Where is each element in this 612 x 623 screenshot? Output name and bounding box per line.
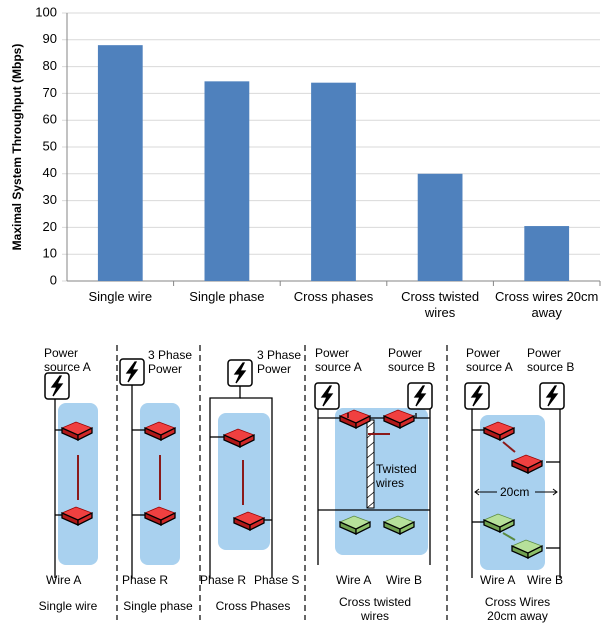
diagram-label: Power source A — [44, 346, 91, 374]
y-tick-label: 80 — [43, 58, 57, 73]
y-tick-label: 30 — [43, 192, 57, 207]
diagram-label: Phase R — [200, 573, 247, 587]
y-tick-label: 100 — [35, 4, 57, 19]
x-tick-label: Single wire — [88, 289, 153, 304]
diagram-label: Wire B — [386, 573, 422, 587]
y-axis-title: Maximal System Throughput (Mbps) — [10, 44, 24, 251]
x-tick-label: Cross twisted wires — [401, 289, 480, 320]
y-tick-label: 60 — [43, 112, 57, 127]
diagram-label: Power source B — [388, 346, 436, 374]
diagram-label: Wire A — [480, 573, 516, 587]
diagram-label: 20cm — [500, 485, 530, 499]
diagram-label: Twisted wires — [376, 462, 417, 490]
diagram — [44, 345, 565, 620]
bar — [417, 173, 463, 281]
x-tick-label: Single phase — [189, 289, 265, 304]
bar — [204, 81, 250, 281]
diagram-label: Wire B — [527, 573, 563, 587]
diagram-label: 3 Phase Power — [257, 348, 302, 376]
x-tick-label: Cross wires 20cm away — [495, 289, 599, 320]
y-tick-label: 0 — [50, 272, 57, 287]
diagram-caption: Cross Wires 20cm away — [484, 595, 551, 623]
y-tick-label: 40 — [43, 165, 57, 180]
y-tick-label: 90 — [43, 31, 57, 46]
diagram-label: Wire A — [46, 573, 82, 587]
diagram-caption: Cross twisted wires — [338, 595, 412, 623]
diagram-caption: Single phase — [123, 599, 193, 613]
diagram-label: Phase R — [122, 573, 169, 587]
y-tick-label: 70 — [43, 85, 57, 100]
bar — [524, 226, 570, 281]
diagram-label: Power source A — [315, 346, 362, 374]
y-tick-label: 20 — [43, 219, 57, 234]
diagram-label: Power source B — [527, 346, 575, 374]
bar — [311, 82, 356, 282]
y-tick-label: 10 — [43, 246, 57, 261]
x-tick-label: Cross phases — [293, 289, 374, 304]
diagram-caption: Single wire — [38, 599, 98, 613]
diagram-caption: Cross Phases — [215, 599, 291, 613]
diagram-label: Phase S — [254, 573, 300, 587]
diagram-label: Wire A — [336, 573, 372, 587]
diagram-label: 3 Phase Power — [148, 348, 193, 376]
diagram-label: Power source A — [466, 346, 513, 374]
y-tick-label: 50 — [43, 138, 57, 153]
bar — [97, 45, 143, 281]
